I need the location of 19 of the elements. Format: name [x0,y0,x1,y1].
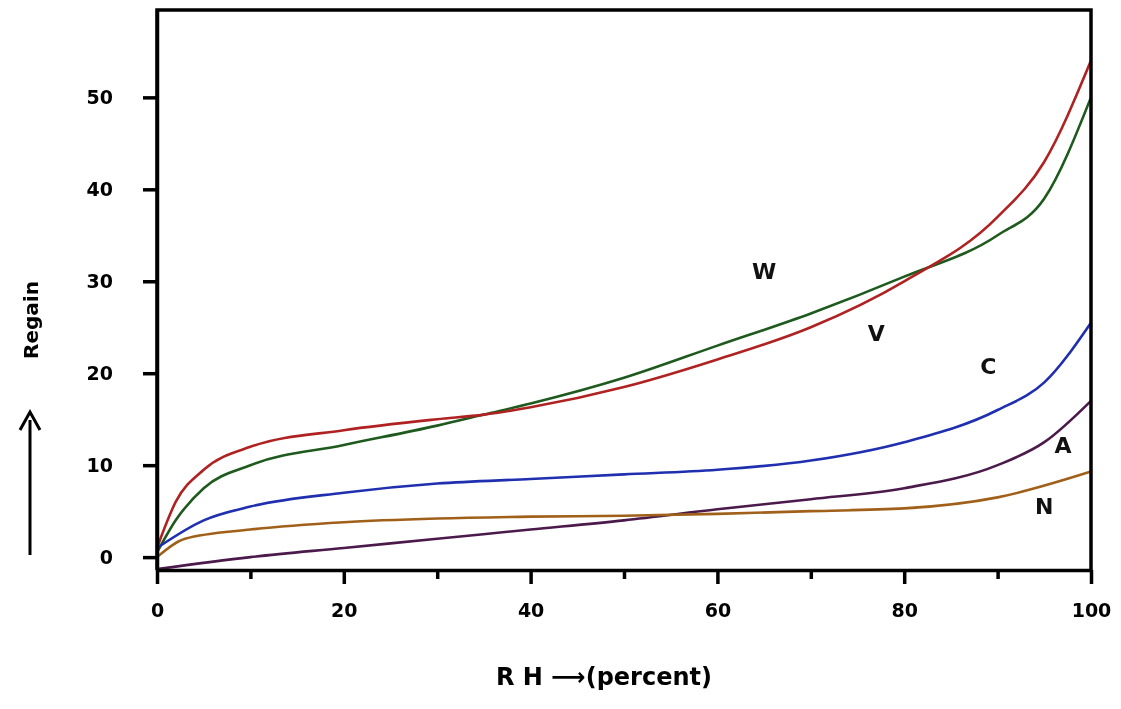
x-tick-label: 100 [1071,599,1112,622]
series-label: W [751,259,777,285]
y-tick-label: 30 [86,269,113,292]
series-label: A [1054,432,1072,458]
y-tick-label: 20 [86,361,113,384]
x-tick-label: 80 [891,599,918,622]
series-label: V [867,320,885,346]
x-tick-label: 60 [704,599,732,622]
y-tick-label: 0 [99,545,113,568]
series-label: N [1035,494,1054,520]
x-tick-label: 20 [331,599,358,622]
y-tick-label: 50 [86,85,113,108]
y-tick-label: 10 [86,453,113,476]
y-axis-title: Regain [19,281,43,359]
x-axis-title: R H ⟶(percent) [496,663,712,691]
series-label: C [980,354,997,380]
y-tick-label: 40 [86,177,113,200]
x-tick-label: 40 [517,599,545,622]
x-tick-label: 0 [150,599,165,622]
